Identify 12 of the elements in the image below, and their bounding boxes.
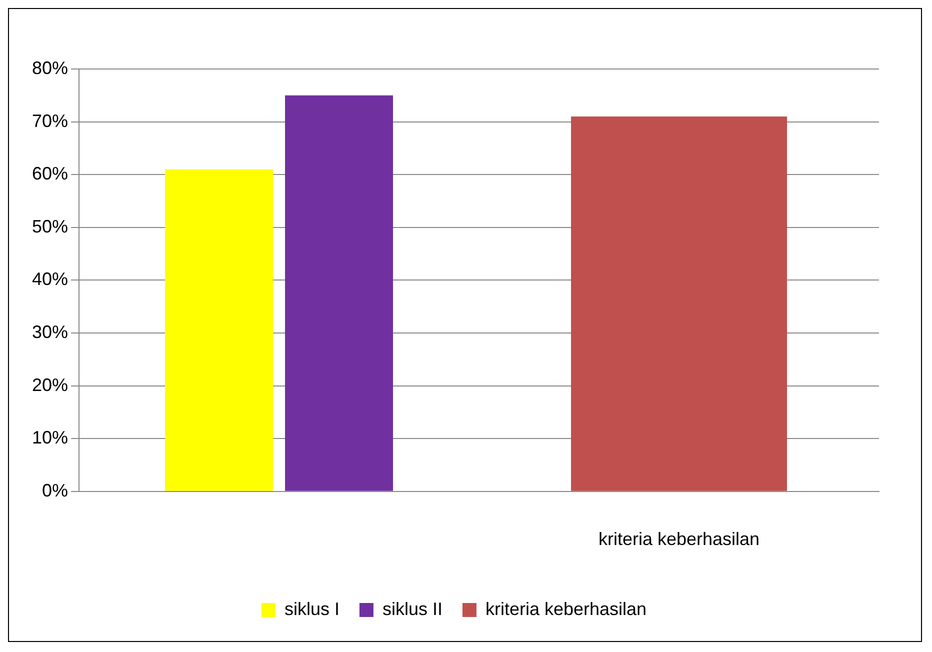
legend-label: siklus II (382, 598, 442, 619)
y-tick-label: 20% (32, 374, 68, 395)
y-tick-label: 60% (32, 164, 68, 184)
y-tick-label: 70% (32, 110, 68, 131)
y-tick-label: 80% (32, 58, 68, 78)
y-tick-label: 30% (32, 322, 68, 342)
y-tick-label: 10% (32, 428, 68, 448)
legend-label: siklus I (284, 598, 340, 619)
y-tick-label: 50% (32, 216, 68, 236)
legend-label: kriteria keberhasilan (485, 598, 647, 619)
y-tick-label: 0% (42, 480, 68, 500)
y-tick-label: 40% (32, 269, 68, 290)
